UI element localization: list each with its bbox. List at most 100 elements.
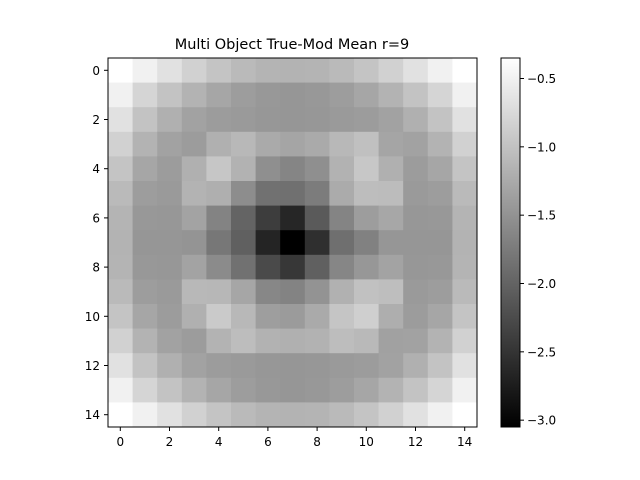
heatmap-cell xyxy=(304,107,330,133)
heatmap-cell xyxy=(157,328,183,354)
heatmap-cell xyxy=(280,328,306,354)
heatmap-cell xyxy=(304,131,330,157)
heatmap-cell xyxy=(231,304,256,329)
heatmap-cell xyxy=(354,131,379,157)
heatmap-cell xyxy=(427,181,453,206)
heatmap-cell xyxy=(231,230,256,256)
heatmap-cell xyxy=(403,230,429,256)
heatmap-cell xyxy=(181,279,207,305)
heatmap-cell xyxy=(452,377,478,403)
heatmap-cell xyxy=(255,131,281,157)
heatmap-cell xyxy=(231,353,256,379)
heatmap-cell xyxy=(427,107,453,133)
y-tick-label: 2 xyxy=(92,113,100,127)
heatmap-cell xyxy=(452,230,478,256)
heatmap-cell xyxy=(206,205,232,231)
heatmap-cell xyxy=(255,328,281,354)
heatmap-cell xyxy=(378,131,404,157)
heatmap-cell xyxy=(255,402,281,428)
colorbar-ticks: −0.5 −1.0 −1.5 −2.0 −2.5 −3.0 xyxy=(520,72,556,428)
heatmap-cell xyxy=(452,107,478,133)
heatmap-cell xyxy=(157,58,183,83)
heatmap-cell xyxy=(206,279,232,305)
heatmap-cell xyxy=(329,205,355,231)
heatmap-cell xyxy=(329,181,355,206)
heatmap-cell xyxy=(280,377,306,403)
y-tick-label: 14 xyxy=(85,408,100,422)
heatmap-cell xyxy=(181,304,207,329)
x-tick-label: 8 xyxy=(313,435,321,449)
heatmap-cell xyxy=(132,156,158,182)
heatmap-cell xyxy=(181,230,207,256)
heatmap-cell xyxy=(304,377,330,403)
heatmap-cell xyxy=(181,205,207,231)
heatmap-cell xyxy=(403,353,429,379)
x-tick-label: 2 xyxy=(166,435,174,449)
heatmap-cell xyxy=(403,58,429,83)
heatmap-cell xyxy=(403,156,429,182)
heatmap-cell xyxy=(354,279,379,305)
heatmap-cell xyxy=(329,254,355,280)
heatmap-cell xyxy=(304,304,330,329)
x-tick-label: 10 xyxy=(359,435,374,449)
heatmap-cell xyxy=(403,254,429,280)
heatmap-cell xyxy=(157,279,183,305)
heatmap-cell xyxy=(108,205,133,231)
heatmap-cell xyxy=(231,279,256,305)
heatmap-cell xyxy=(108,156,133,182)
heatmap-cell xyxy=(108,131,133,157)
heatmap-cell xyxy=(181,58,207,83)
x-tick-label: 4 xyxy=(215,435,223,449)
colorbar-tick-label: −1.5 xyxy=(527,209,556,223)
heatmap-cell xyxy=(304,205,330,231)
heatmap-cell xyxy=(378,254,404,280)
heatmap-cell xyxy=(108,377,133,403)
y-tick-label: 12 xyxy=(85,359,100,373)
heatmap-cell xyxy=(354,328,379,354)
heatmap-cell xyxy=(206,131,232,157)
heatmap-cell xyxy=(255,205,281,231)
heatmap-cell xyxy=(132,58,158,83)
heatmap-cell xyxy=(427,304,453,329)
y-axis-ticks: 0 2 4 6 8 10 12 14 xyxy=(85,64,108,422)
y-tick-label: 8 xyxy=(92,261,100,275)
heatmap-cell xyxy=(427,377,453,403)
heatmap-cell xyxy=(329,82,355,108)
heatmap-cell xyxy=(304,181,330,206)
colorbar xyxy=(500,57,521,428)
heatmap-cell xyxy=(206,377,232,403)
heatmap-cell xyxy=(304,58,330,83)
heatmap-cell xyxy=(304,402,330,428)
heatmap-cell xyxy=(108,402,133,428)
heatmap-cell xyxy=(378,58,404,83)
heatmap-cell xyxy=(329,304,355,329)
heatmap-cell xyxy=(403,304,429,329)
heatmap-cell xyxy=(452,181,478,206)
heatmap-cell xyxy=(132,304,158,329)
heatmap-cell xyxy=(206,402,232,428)
heatmap-cell xyxy=(329,230,355,256)
heatmap-cell xyxy=(280,181,306,206)
heatmap-cell xyxy=(206,353,232,379)
x-tick-label: 12 xyxy=(408,435,423,449)
heatmap-cell xyxy=(280,82,306,108)
heatmap-cell xyxy=(132,205,158,231)
heatmap-cell xyxy=(354,82,379,108)
heatmap-cell xyxy=(329,328,355,354)
heatmap-cell xyxy=(255,279,281,305)
heatmap-cell xyxy=(255,156,281,182)
heatmap-cell xyxy=(329,377,355,403)
heatmap-cell xyxy=(132,279,158,305)
heatmap-cell xyxy=(108,304,133,329)
heatmap-cell xyxy=(403,181,429,206)
heatmap-cell xyxy=(108,279,133,305)
heatmap-cell xyxy=(304,82,330,108)
heatmap-cell xyxy=(427,58,453,83)
heatmap-cell xyxy=(378,304,404,329)
heatmap-cell xyxy=(403,205,429,231)
heatmap-cell xyxy=(427,131,453,157)
heatmap-cell xyxy=(255,230,281,256)
heatmap-cell xyxy=(329,131,355,157)
heatmap-cell xyxy=(181,353,207,379)
colorbar-tick-label: −3.0 xyxy=(527,414,556,428)
